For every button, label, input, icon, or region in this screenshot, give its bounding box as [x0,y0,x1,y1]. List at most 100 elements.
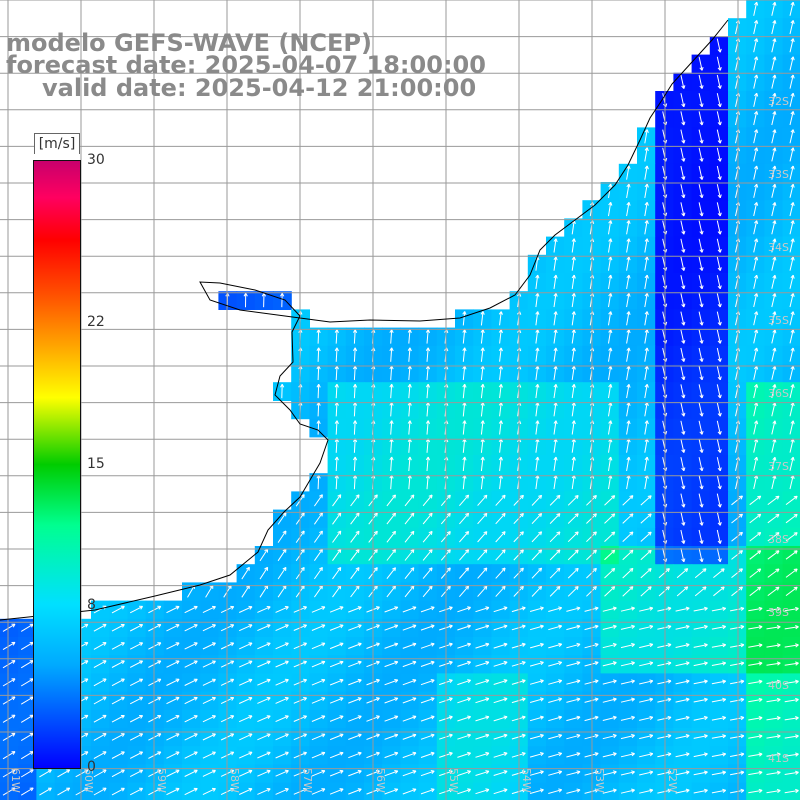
wind-arrow [129,624,144,632]
wind-arrow [332,530,342,543]
wind-arrow [680,366,686,381]
wind-arrow [771,1,777,16]
speed-cell [18,764,37,784]
speed-cell [455,491,474,511]
wind-arrow [553,329,558,344]
wind-arrow [716,493,722,508]
speed-cell [400,527,420,547]
wind-arrow [657,679,672,685]
wind-arrow [548,770,563,776]
wind-arrow [749,568,762,578]
coastline [0,19,729,621]
speed-cell [637,564,656,583]
wind-arrow [422,549,433,561]
speed-cell [473,709,492,729]
wind-arrow [766,734,781,739]
wind-arrow [457,697,471,704]
wind-arrow [586,495,597,506]
wind-arrow [422,494,433,507]
wind-arrow [404,512,415,525]
speed-cell [218,691,238,711]
wind-arrow [698,329,704,344]
lat-label: 41S [768,752,789,765]
wind-arrow [680,347,686,362]
wind-arrow [680,529,686,544]
speed-cell [218,582,238,602]
wind-arrow [549,549,561,561]
wind-arrow [93,751,107,760]
wind-arrow [566,606,581,612]
speed-cell [345,527,365,547]
wind-arrow [657,624,672,630]
speed-cell [291,655,310,674]
wind-arrow [329,715,344,722]
wind-arrow [548,606,563,612]
wind-arrow [620,661,635,667]
wind-arrow [384,624,399,631]
speed-cell [327,764,347,784]
wind-arrow [602,624,617,630]
wind-arrow [789,420,795,435]
wind-arrow [148,787,162,796]
wind-arrow [93,787,107,796]
wind-arrow [716,238,722,253]
wind-arrow [608,365,613,380]
wind-arrow [566,679,581,685]
wind-arrow [257,642,271,650]
wind-arrow [608,456,613,471]
wind-arrow [129,678,144,687]
speed-cell [618,564,638,583]
wind-arrow [789,220,795,235]
speed-cell [109,673,128,693]
speed-cell [309,637,329,656]
wind-arrow [626,420,631,435]
wind-arrow [329,788,344,795]
wind-arrow [313,548,323,561]
speed-cell [527,564,547,583]
speed-cell [36,764,56,784]
wind-arrow [789,1,795,16]
wind-arrow [493,642,508,649]
speed-cell [182,582,201,602]
wind-arrow [675,770,690,776]
wind-arrow [316,329,321,344]
speed-cell [254,691,274,711]
wind-arrow [711,715,727,721]
speed-cell [254,564,274,583]
wind-arrow [311,624,326,631]
wind-arrow [698,202,704,217]
speed-cell [145,637,165,656]
wind-arrow [2,678,16,687]
wind-arrow [771,293,777,308]
speed-cell [418,728,438,747]
wind-arrow [93,714,107,723]
lon-label: 56W [374,768,387,793]
wind-arrow [767,495,780,506]
wind-arrow [716,220,722,235]
wind-arrow [184,624,198,632]
wind-arrow [748,679,763,685]
wind-arrow [753,329,759,344]
wind-arrow [771,347,777,362]
wind-arrow [459,531,470,543]
wind-arrow [753,56,759,71]
wind-arrow [675,679,690,685]
wind-arrow [584,624,599,631]
wind-arrow [334,456,339,472]
wind-arrow [459,512,470,525]
wind-arrow [329,660,344,668]
wind-arrow [711,661,727,666]
speed-cell [491,655,511,674]
wind-arrow [730,606,745,612]
wind-arrow [480,311,485,326]
wind-arrow [148,696,162,705]
wind-arrow [680,256,686,271]
speed-cell [327,564,347,583]
wind-arrow [676,568,689,579]
wind-arrow [698,420,704,435]
speed-cell [254,637,274,656]
wind-arrow [749,513,762,524]
wind-arrow [658,586,670,597]
wind-arrow [334,420,339,435]
wind-arrow [604,549,616,561]
